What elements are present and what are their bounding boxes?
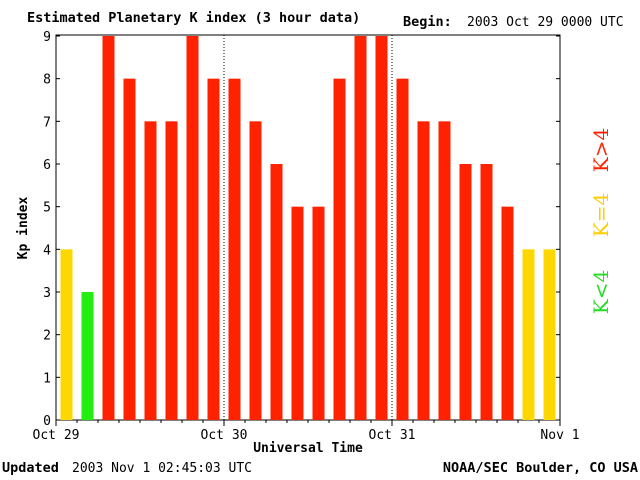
bar — [396, 78, 409, 421]
bar — [459, 164, 472, 420]
begin-label: Begin: — [403, 14, 452, 30]
y-tick-label: 0 — [43, 414, 51, 429]
y-axis-title: Kp index — [16, 197, 31, 260]
legend-label-high: K>4 — [589, 128, 613, 172]
bar — [270, 164, 283, 420]
begin-value: 2003 Oct 29 0000 UTC — [467, 15, 624, 30]
x-tick-label: Oct 30 — [201, 428, 248, 443]
legend: K<4 K=4 K>4 — [589, 128, 613, 314]
bar — [186, 36, 199, 420]
y-tick-label: 1 — [43, 371, 51, 386]
chart-title: Estimated Planetary K index (3 hour data… — [27, 10, 360, 26]
bar — [417, 121, 430, 420]
y-tick-label: 6 — [43, 158, 51, 173]
updated-label: Updated — [2, 460, 59, 476]
bar — [123, 78, 136, 421]
legend-label-low: K<4 — [589, 270, 613, 314]
bar — [228, 78, 241, 421]
x-tick-label: Oct 29 — [33, 428, 80, 443]
bar — [480, 164, 493, 420]
bar — [543, 249, 556, 420]
bar — [333, 78, 346, 421]
bar — [375, 36, 388, 420]
bar — [501, 206, 514, 420]
x-axis: Oct 29 Oct 30 Oct 31 Nov 1 — [33, 420, 580, 443]
x-axis-title: Universal Time — [253, 441, 363, 456]
x-tick-label: Nov 1 — [540, 428, 579, 443]
bar — [438, 121, 451, 420]
bar — [249, 121, 262, 420]
y-tick-label: 3 — [43, 286, 51, 301]
bar — [144, 121, 157, 420]
y-tick-label: 7 — [43, 115, 51, 130]
bar — [522, 249, 535, 420]
legend-label-equal: K=4 — [589, 193, 613, 237]
y-tick-label: 9 — [43, 30, 51, 45]
x-tick-label: Oct 31 — [369, 428, 416, 443]
bar — [312, 206, 325, 420]
updated-value: 2003 Nov 1 02:45:03 UTC — [72, 461, 252, 476]
bars-group — [60, 36, 556, 421]
y-axis: 0 1 2 3 4 5 6 7 8 9 — [43, 30, 560, 429]
bar — [102, 36, 115, 420]
bar — [60, 249, 73, 420]
bar — [81, 292, 94, 420]
bar — [354, 36, 367, 420]
bar — [291, 206, 304, 420]
y-tick-label: 5 — [43, 201, 51, 216]
y-tick-label: 4 — [43, 243, 51, 258]
y-tick-label: 8 — [43, 73, 51, 88]
y-tick-label: 2 — [43, 329, 51, 344]
day-dividers — [223, 35, 393, 420]
bar — [207, 78, 220, 421]
bar — [165, 121, 178, 420]
source-credit: NOAA/SEC Boulder, CO USA — [443, 460, 638, 476]
